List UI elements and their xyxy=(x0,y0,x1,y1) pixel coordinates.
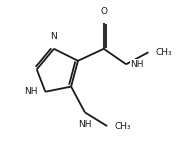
Text: NH: NH xyxy=(78,120,92,129)
Text: O: O xyxy=(100,7,107,16)
Text: NH: NH xyxy=(130,60,144,69)
Text: CH₃: CH₃ xyxy=(114,122,131,131)
Text: N: N xyxy=(51,32,57,41)
Text: CH₃: CH₃ xyxy=(155,48,172,57)
Text: NH: NH xyxy=(24,87,38,96)
